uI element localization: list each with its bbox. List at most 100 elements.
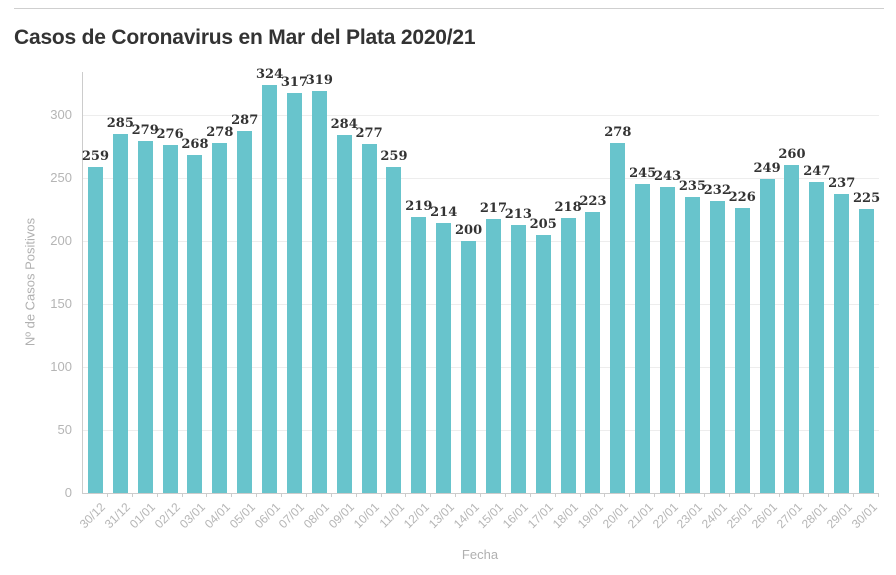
x-tick-mark (480, 493, 481, 497)
bar-value-label: 278 (206, 124, 234, 140)
x-tick-label-text: 03/01 (176, 500, 208, 532)
x-tick-mark (405, 493, 407, 497)
bar (286, 93, 302, 493)
bar (834, 194, 850, 493)
bar-value-label: 285 (106, 115, 134, 131)
bar (510, 224, 526, 493)
gridline (83, 366, 879, 368)
bar-value-label: 243 (653, 168, 682, 184)
x-tick-label-text: 05/01 (226, 500, 258, 532)
x-tick-label-text: 12/01 (400, 500, 432, 532)
bar-value-label: 278 (604, 124, 632, 140)
bar-value-label: 232 (703, 182, 731, 198)
x-tick-label-text: 15/01 (475, 500, 507, 532)
y-tick-label: 150 (50, 295, 72, 311)
x-tick-mark (654, 493, 656, 497)
y-tick-label: 100 (50, 358, 72, 374)
x-tick-mark (803, 493, 805, 497)
bar-value-label: 317 (280, 75, 309, 91)
x-tick-label-text: 31/12 (102, 500, 134, 532)
x-tick-mark (181, 493, 183, 497)
x-tick-mark (455, 493, 457, 497)
x-tick-mark (106, 493, 108, 497)
bar (660, 186, 676, 493)
x-tick-label-text: 01/01 (126, 500, 159, 532)
x-tick-mark (579, 493, 581, 497)
bar-value-label: 259 (380, 148, 408, 164)
x-tick-mark (355, 493, 357, 497)
bar-value-label: 268 (181, 137, 209, 153)
bar (411, 216, 427, 493)
top-divider (14, 8, 884, 9)
x-tick-label-text: 22/01 (649, 500, 681, 532)
x-tick-mark (206, 493, 208, 497)
bar-value-label: 225 (852, 191, 881, 207)
x-tick-mark (778, 493, 780, 497)
bar (137, 141, 153, 493)
bar-value-label: 237 (828, 176, 856, 192)
plot-area: 259 285 279 276 268 278 287 324 317 319 284 277 259 2… (81, 67, 881, 494)
bar (361, 143, 377, 493)
x-tick-mark (231, 493, 233, 497)
x-tick-label-text: 27/01 (773, 500, 805, 532)
x-tick-label-text: 26/01 (748, 500, 780, 532)
bar (560, 218, 576, 493)
x-axis-title: Fecha (461, 547, 499, 562)
x-tick-label-text: 23/01 (674, 500, 706, 532)
bar (784, 165, 800, 493)
bar (734, 208, 750, 493)
x-tick-label-text: 04/01 (201, 500, 233, 532)
x-tick-label-text: 09/01 (325, 500, 358, 532)
bar-value-label: 247 (803, 163, 831, 179)
bar (709, 200, 725, 493)
x-tick-mark (878, 493, 879, 497)
bar-value-label: 259 (81, 148, 110, 164)
bar-value-label: 276 (156, 127, 184, 143)
x-tick-mark (604, 493, 606, 497)
x-tick-label-text: 18/01 (549, 500, 581, 532)
y-tick-label: 50 (57, 421, 72, 437)
bar (635, 184, 651, 493)
x-tick-mark (703, 493, 705, 497)
bar (461, 240, 477, 493)
bar (585, 211, 601, 493)
x-tick-label-text: 30/01 (848, 500, 880, 532)
bar-value-label: 324 (255, 66, 284, 82)
bar-value-label: 218 (554, 200, 582, 216)
x-tick-mark (430, 493, 432, 497)
gridline (83, 177, 879, 179)
bar-value-label: 214 (430, 205, 458, 221)
bar (112, 133, 128, 493)
bar (212, 142, 228, 493)
x-tick-mark (853, 493, 855, 497)
x-tick-mark (305, 493, 307, 497)
x-tick-mark (629, 493, 631, 497)
bar-value-label: 279 (131, 123, 159, 139)
x-tick-mark (679, 493, 680, 497)
x-tick-label-text: 28/01 (798, 500, 830, 532)
bar-value-label: 260 (778, 147, 806, 163)
gridline (83, 303, 879, 305)
x-tick-label-text: 13/01 (425, 500, 457, 532)
bar-value-label: 217 (479, 201, 508, 217)
bar (535, 234, 551, 493)
x-tick-label-text: 06/01 (251, 500, 283, 532)
x-tick-mark (504, 493, 506, 497)
bar-value-label: 277 (355, 125, 383, 141)
bar (87, 166, 103, 493)
bar (436, 223, 452, 493)
bar-value-label: 205 (529, 216, 557, 232)
gridline (83, 114, 879, 116)
bar-value-label: 284 (330, 117, 358, 133)
x-tick-mark (131, 493, 133, 497)
x-tick-mark (380, 493, 382, 497)
bar (187, 155, 203, 493)
x-tick-mark (281, 493, 282, 497)
bar (485, 219, 501, 493)
gridline (83, 429, 879, 431)
x-tick-label-text: 17/01 (524, 500, 557, 532)
gridline (83, 240, 879, 242)
x-tick-label-text: 24/01 (699, 500, 731, 532)
x-tick-mark (529, 493, 531, 497)
